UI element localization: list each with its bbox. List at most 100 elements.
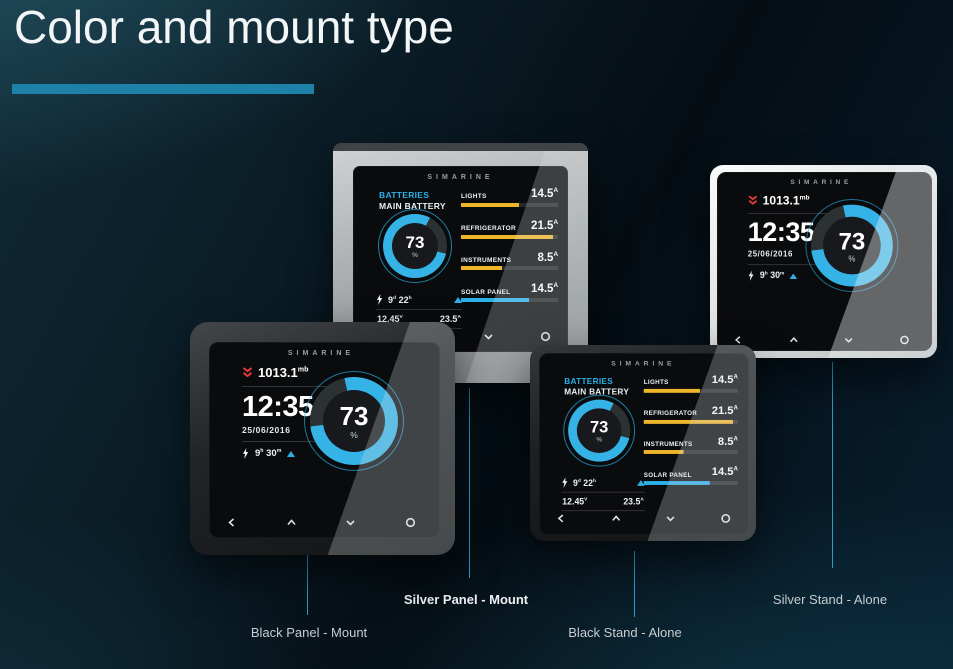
chevron-up-button[interactable] (788, 335, 798, 345)
current-value: 23.5A (439, 314, 461, 324)
channel-value: 21.5A (711, 404, 738, 417)
battery-stats: 9d 22h 12.45V 23.5A (561, 477, 645, 512)
brand-logo: SIMARINE (790, 179, 853, 187)
gauge-core: 73 % (323, 390, 385, 452)
battery-gauge: 73 % (805, 199, 899, 293)
runtime-value: 9d 22h (388, 294, 412, 305)
chevron-left-button[interactable] (226, 517, 237, 528)
channel-bar-fill (643, 419, 734, 424)
chevron-down-button[interactable] (483, 331, 494, 342)
gauge-unit: % (848, 253, 856, 263)
channel-bar-fill (461, 234, 554, 239)
battery-gauge: 73 % (378, 209, 452, 283)
divider (242, 441, 330, 442)
gauge-value: 73 (405, 232, 425, 252)
runtime-row: 9d 22h (376, 294, 462, 310)
caption-black-panel-mount: Black Panel - Mount (250, 625, 368, 640)
trend-up-icon (454, 296, 462, 303)
channel-bar (643, 481, 738, 486)
channel-bar (461, 298, 558, 303)
screen-header-category: BATTERIES (564, 376, 613, 387)
voltage-value: 12.45V (377, 314, 403, 324)
runtime-row: 9d 22h (561, 477, 645, 493)
channel-bar (643, 388, 738, 393)
channel-value: 8.5A (717, 435, 738, 448)
chevron-up-button[interactable] (286, 517, 297, 528)
screen-header-source: MAIN BATTERY (379, 201, 446, 212)
current-value: 23.5A (623, 496, 644, 507)
double-chevron-down-icon (748, 195, 758, 205)
channel-row: INSTRUMENTS 8.5A (643, 435, 738, 455)
channel-bar-fill (643, 481, 710, 486)
gauge-value: 73 (589, 417, 609, 436)
channel-value: 14.5A (711, 466, 738, 479)
channel-label: INSTRUMENTS (643, 441, 693, 449)
title-underline (12, 84, 314, 94)
channel-row: LIGHTS 14.5A (643, 373, 738, 393)
channel-label: LIGHTS (643, 379, 669, 387)
channel-label: LIGHTS (461, 193, 487, 201)
screen-header-category: BATTERIES (379, 190, 430, 200)
channel-label: INSTRUMENTS (461, 256, 512, 264)
trend-up-icon (287, 450, 296, 457)
channel-row: SOLAR PANEL 14.5A (643, 466, 738, 486)
channel-row: REFRIGERATOR 21.5A (461, 219, 558, 239)
device-screen-glass: SIMARINE BATTERIES MAIN BATTERY 73 % 9d … (539, 353, 749, 535)
leader-line-black-stand (634, 551, 635, 617)
trend-up-icon (637, 479, 645, 486)
lightning-icon (562, 477, 568, 488)
clock-time: 12:35 (747, 217, 815, 248)
channel-bar (643, 450, 738, 455)
leader-line-silver-stand (832, 362, 833, 568)
channel-bar-fill (643, 450, 684, 455)
battery-gauge: 73 % (304, 371, 404, 471)
channel-label: REFRIGERATOR (461, 225, 516, 233)
double-chevron-down-icon (242, 367, 253, 378)
circle-button[interactable] (540, 331, 551, 342)
chevron-down-button[interactable] (665, 513, 676, 524)
pressure-value: 1013.1mb (762, 193, 810, 208)
circle-button[interactable] (720, 513, 731, 524)
leader-line-black-panel (307, 553, 308, 615)
channel-list: LIGHTS 14.5A REFRIGERATOR 21.5A INSTRUMENT… (461, 187, 558, 315)
circle-button[interactable] (405, 517, 416, 528)
battery-gauge: 73 % (563, 394, 636, 467)
brand-logo: SIMARINE (287, 350, 355, 357)
caption-silver-stand-alone: Silver Stand - Alone (772, 592, 888, 607)
chevron-down-button[interactable] (844, 335, 854, 345)
channel-bar-fill (461, 266, 502, 271)
chevron-left-button[interactable] (733, 335, 743, 345)
divider (747, 212, 830, 214)
lightning-icon (376, 294, 383, 305)
gauge-unit: % (350, 429, 358, 440)
channel-row: INSTRUMENTS 8.5A (461, 251, 558, 271)
gauge-unit: % (596, 435, 602, 443)
touch-nav (718, 335, 924, 345)
screen-header-source: MAIN BATTERY (564, 387, 630, 398)
touch-nav (210, 517, 432, 528)
channel-value: 14.5A (711, 373, 738, 386)
channel-bar (461, 202, 558, 207)
divider (242, 386, 330, 387)
channel-bar-fill (461, 298, 529, 303)
channel-bar (643, 419, 738, 424)
screen-header: BATTERIES MAIN BATTERY (564, 376, 629, 398)
circle-button[interactable] (899, 335, 909, 345)
chevron-left-button[interactable] (556, 513, 567, 524)
caption-silver-panel-mount: Silver Panel - Mount (403, 592, 529, 607)
brand-logo: SIMARINE (427, 174, 494, 181)
channel-value: 14.5A (531, 282, 558, 296)
runtime-value: 9h 30m (255, 448, 282, 460)
gauge-core: 73 % (576, 408, 622, 453)
divider (747, 264, 830, 266)
battery-overview-screen: SIMARINE BATTERIES MAIN BATTERY 73 % 9d … (354, 167, 567, 347)
chevron-up-button[interactable] (610, 513, 621, 524)
volt-amp-row: 12.45V 23.5A (561, 493, 645, 512)
gauge-core: 73 % (392, 223, 438, 269)
gauge-value: 73 (838, 226, 866, 255)
device-screen-glass: SIMARINE 1013.1mb 12:35 25/06/2016 9h 30… (209, 342, 440, 538)
chevron-down-button[interactable] (345, 517, 356, 528)
screen-header: BATTERIES MAIN BATTERY (379, 190, 446, 213)
runtime-row: 9h 30m (242, 448, 330, 459)
